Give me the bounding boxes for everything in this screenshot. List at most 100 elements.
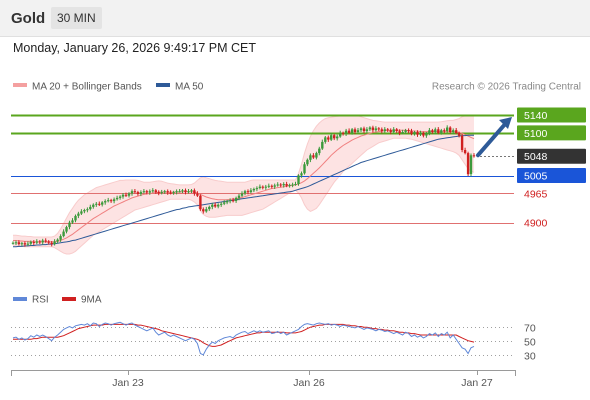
candle-body <box>196 193 199 196</box>
candle-body <box>422 132 425 136</box>
candle-body <box>47 241 50 243</box>
candle-body <box>20 243 24 245</box>
candle-body <box>92 204 95 207</box>
candle-body <box>356 130 360 132</box>
candle-body <box>71 220 74 223</box>
candle-body <box>109 200 113 202</box>
candle-body <box>386 129 389 131</box>
price-tag-5100 <box>517 125 586 141</box>
candle-body <box>163 191 166 193</box>
candle-body <box>333 135 336 139</box>
candle-body <box>246 191 250 193</box>
candle-body <box>258 186 262 188</box>
candle-body <box>466 153 470 175</box>
candle-body <box>452 130 455 132</box>
rsi-ma-legend-swatch <box>62 297 76 301</box>
rsi-legend-swatch <box>13 297 27 301</box>
candle-body <box>228 200 232 202</box>
candle-body <box>469 155 473 175</box>
candle-body <box>443 130 446 132</box>
bollinger-lower-line <box>13 137 475 255</box>
candle-body <box>267 185 270 187</box>
candle-body <box>374 128 378 131</box>
rsi-tick-50: 50 <box>524 337 536 349</box>
candle-body <box>130 191 134 194</box>
bollinger-upper-line <box>13 114 474 238</box>
candle-body <box>231 200 235 202</box>
candle-body <box>457 132 461 136</box>
candle-body <box>276 184 279 186</box>
candle-body <box>380 129 383 132</box>
candle-body <box>220 203 223 205</box>
candle-body <box>437 129 440 133</box>
candle-body <box>115 197 119 200</box>
candle-body <box>148 191 151 193</box>
candle-body <box>389 130 392 132</box>
candle-body <box>157 192 160 194</box>
candle-body <box>368 127 372 130</box>
candle-body <box>353 129 357 132</box>
x-tick-label-jan-23: Jan 23 <box>112 377 144 389</box>
candle-body <box>124 194 128 196</box>
candle-body <box>404 130 407 132</box>
candle-body <box>217 204 220 207</box>
candle-body <box>291 184 294 186</box>
candle-body <box>359 128 363 131</box>
candle-body <box>53 241 56 245</box>
candle-body <box>154 190 157 193</box>
ma50-legend-label: MA 50 <box>175 82 204 93</box>
candle-body <box>127 193 131 196</box>
candle-body <box>416 132 419 135</box>
candle-body <box>294 184 297 185</box>
candle-body <box>65 227 68 232</box>
candle-body <box>101 202 104 205</box>
candle-body <box>255 188 259 190</box>
candle-body <box>339 132 342 137</box>
rsi-legend-label: RSI <box>32 295 49 306</box>
candle-body <box>383 129 386 132</box>
candle-body <box>395 129 398 132</box>
candle-body <box>425 133 428 136</box>
candle-body <box>279 184 282 186</box>
candle-body <box>29 241 32 244</box>
candle-body <box>121 194 125 197</box>
price-layer: 5140 5100 5048 5005 4965 4900 <box>11 107 586 255</box>
candle-body <box>139 192 143 194</box>
bb-legend-swatch <box>13 83 27 87</box>
candle-body <box>59 236 62 240</box>
legend-top: MA 20 + Bollinger Bands MA 50 <box>13 82 204 93</box>
price-level-label-4900: 4900 <box>524 218 548 230</box>
chart-header: Gold 30 MIN <box>0 0 590 37</box>
candle-body <box>303 164 306 174</box>
candle-body <box>202 209 205 212</box>
timeframe-badge[interactable]: 30 MIN <box>51 7 102 29</box>
candle-body <box>68 222 71 228</box>
candle-body <box>455 130 458 133</box>
candle-body <box>214 204 217 207</box>
candle-body <box>419 132 422 135</box>
candle-body <box>285 184 288 186</box>
candle-body <box>434 129 437 132</box>
candle-body <box>77 213 80 216</box>
candle-body <box>225 201 229 203</box>
candle-body <box>463 150 467 154</box>
candle-body <box>288 184 291 186</box>
candle-body <box>35 241 38 243</box>
instrument-name: Gold <box>11 10 46 27</box>
candle-body <box>23 243 27 245</box>
candle-body <box>407 130 410 132</box>
candle-body <box>133 191 137 193</box>
candle-body <box>300 173 303 176</box>
candle-body <box>365 129 369 132</box>
candle-body <box>50 242 53 245</box>
candle-body <box>234 197 238 201</box>
x-tick-label-jan-26: Jan 26 <box>293 377 325 389</box>
candle-body <box>324 137 327 142</box>
candle-body <box>11 242 15 244</box>
candle-body <box>327 137 330 140</box>
candle-body <box>38 241 41 243</box>
rsi-tick-70: 70 <box>524 323 536 335</box>
candle-body <box>193 190 196 194</box>
candle-body <box>347 130 351 133</box>
